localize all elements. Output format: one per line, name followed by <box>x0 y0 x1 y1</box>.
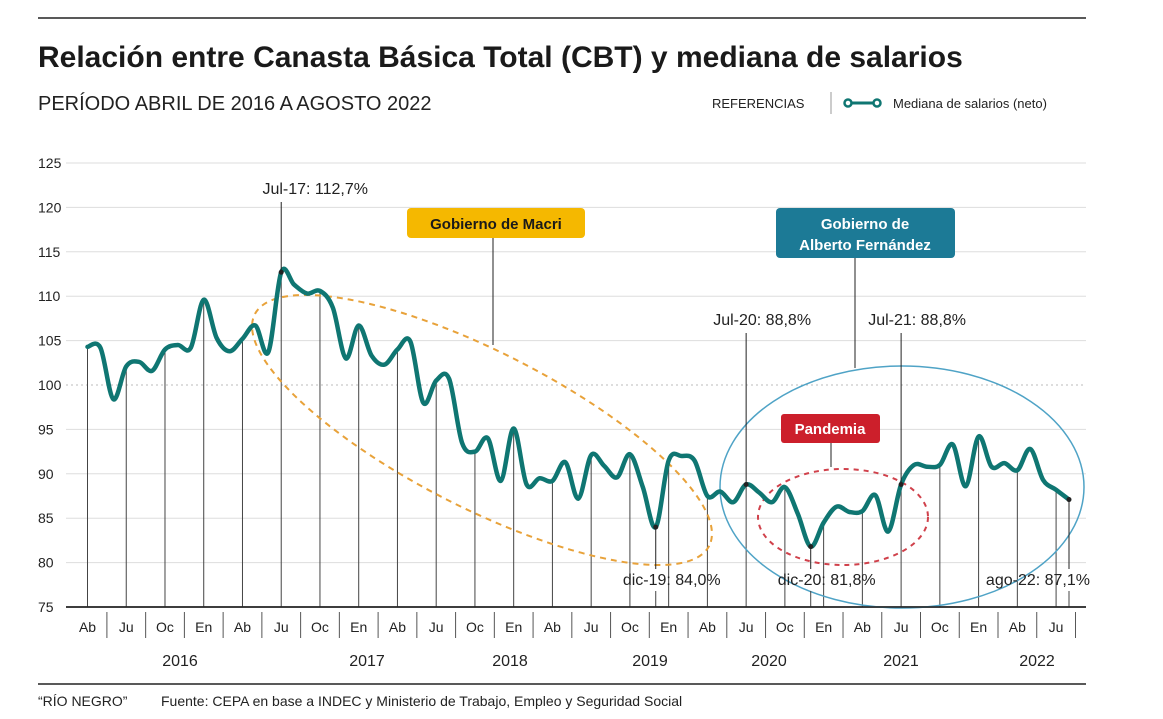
y-tick-label: 105 <box>38 333 62 349</box>
x-tick-label: Oc <box>776 619 794 635</box>
y-tick-label: 100 <box>38 377 62 393</box>
chart-subtitle: PERÍODO ABRIL DE 2016 A AGOSTO 2022 <box>38 92 432 115</box>
annotation-marker <box>743 481 749 487</box>
year-label: 2018 <box>492 653 528 670</box>
x-tick-label: Ab <box>854 619 871 635</box>
year-label: 2020 <box>751 653 787 670</box>
annotation-label: dic-19: 84,0% <box>623 572 721 589</box>
fernandez-period-label-line1: Gobierno de <box>821 216 909 233</box>
x-tick-label: Ju <box>429 619 444 635</box>
x-tick-label: Ju <box>119 619 134 635</box>
x-tick-label: En <box>350 619 367 635</box>
macri-period-ellipse <box>251 293 713 567</box>
x-tick-label: Oc <box>931 619 949 635</box>
x-tick-label: En <box>195 619 212 635</box>
macri-period-badge <box>407 208 585 238</box>
x-tick-label: Ju <box>739 619 754 635</box>
legend-series-label: Mediana de salarios (neto) <box>893 96 1047 111</box>
annotation-marker <box>1066 497 1072 503</box>
y-tick-label: 85 <box>38 510 54 526</box>
x-tick-label: Ab <box>699 619 716 635</box>
footer-source: Fuente: CEPA en base a INDEC y Ministeri… <box>161 693 682 709</box>
legend-label: REFERENCIAS <box>712 96 805 111</box>
x-tick-label: Oc <box>311 619 329 635</box>
fernandez-period-ellipse <box>719 365 1085 609</box>
x-tick-label: Ju <box>1049 619 1064 635</box>
x-tick-label: En <box>970 619 987 635</box>
pandemia-period-ellipse <box>757 468 929 566</box>
annotation-marker <box>653 524 659 530</box>
macri-period-label: Gobierno de Macri <box>430 216 562 233</box>
y-tick-label: 90 <box>38 466 54 482</box>
y-tick-label: 95 <box>38 421 54 437</box>
pandemia-period-label: Pandemia <box>795 421 867 438</box>
footer-credit: “RÍO NEGRO” <box>38 693 128 709</box>
y-tick-label: 125 <box>38 155 62 171</box>
x-tick-label: Oc <box>466 619 484 635</box>
x-tick-label: Ju <box>274 619 289 635</box>
year-label: 2016 <box>162 653 198 670</box>
y-tick-label: 75 <box>38 599 54 615</box>
x-tick-label: En <box>505 619 522 635</box>
annotation-label: Jul-17: 112,7% <box>262 181 368 198</box>
fernandez-period-label-line2: Alberto Fernández <box>799 237 931 254</box>
annotation-label: Jul-20: 88,8% <box>713 312 811 329</box>
series-line-mediana-salarios <box>85 266 1072 549</box>
year-label: 2017 <box>349 653 385 670</box>
annotation-label: dic-20: 81,8% <box>778 572 876 589</box>
x-tick-label: En <box>815 619 832 635</box>
annotation-marker <box>278 269 284 275</box>
x-tick-label: Ab <box>1009 619 1026 635</box>
annotation-label: Jul-21: 88,8% <box>868 312 966 329</box>
x-tick-label: Oc <box>156 619 174 635</box>
year-label: 2021 <box>883 653 919 670</box>
x-tick-label: Ab <box>234 619 251 635</box>
x-tick-label: Ab <box>389 619 406 635</box>
x-tick-label: En <box>660 619 677 635</box>
pandemia-period-badge <box>781 414 880 443</box>
x-tick-label: Ab <box>544 619 561 635</box>
year-label: 2022 <box>1019 653 1055 670</box>
x-tick-label: Ab <box>79 619 96 635</box>
annotation-label: ago-22: 87,1% <box>986 572 1090 589</box>
annotation-marker <box>898 481 904 487</box>
x-tick-label: Oc <box>621 619 639 635</box>
y-tick-label: 115 <box>38 244 61 260</box>
y-tick-label: 80 <box>38 555 54 571</box>
year-label: 2019 <box>632 653 668 670</box>
chart-title: Relación entre Canasta Básica Total (CBT… <box>38 41 963 74</box>
annotation-marker <box>808 544 814 550</box>
legend-line-icon <box>843 98 882 108</box>
y-tick-label: 120 <box>38 199 62 215</box>
x-tick-label: Ju <box>584 619 599 635</box>
y-tick-label: 110 <box>38 288 61 304</box>
x-tick-label: Ju <box>894 619 909 635</box>
fernandez-period-badge <box>776 208 955 258</box>
